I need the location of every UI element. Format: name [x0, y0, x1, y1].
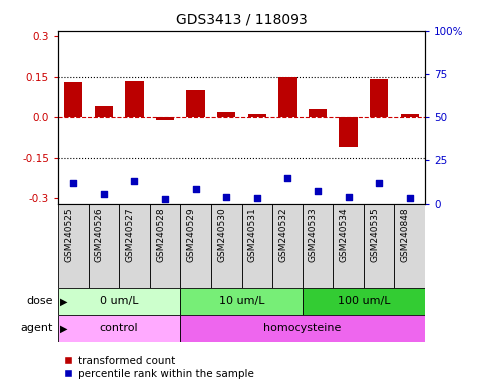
Point: [345, 194, 353, 200]
Bar: [303, 204, 333, 288]
Point: [253, 195, 261, 201]
Bar: [95, 106, 113, 117]
Bar: [303, 288, 425, 315]
Text: homocysteine: homocysteine: [264, 323, 342, 333]
Bar: [364, 204, 395, 288]
Text: GSM240532: GSM240532: [278, 208, 287, 262]
Bar: [58, 315, 180, 342]
Text: GSM240530: GSM240530: [217, 208, 226, 263]
Text: 0 um/L: 0 um/L: [100, 296, 139, 306]
Point: [375, 180, 383, 186]
Bar: [150, 204, 180, 288]
Text: dose: dose: [27, 296, 53, 306]
Point: [70, 180, 77, 186]
Text: GSM240534: GSM240534: [340, 208, 349, 262]
Point: [192, 185, 199, 192]
Point: [130, 177, 138, 184]
Text: GSM240525: GSM240525: [64, 208, 73, 262]
Bar: [88, 204, 119, 288]
Text: 10 um/L: 10 um/L: [219, 296, 264, 306]
Title: GDS3413 / 118093: GDS3413 / 118093: [176, 13, 307, 27]
Bar: [370, 78, 388, 117]
Point: [161, 196, 169, 202]
Bar: [156, 117, 174, 120]
Bar: [242, 204, 272, 288]
Bar: [333, 204, 364, 288]
Bar: [186, 90, 205, 117]
Text: control: control: [100, 323, 139, 333]
Text: 100 um/L: 100 um/L: [338, 296, 390, 306]
Legend: transformed count, percentile rank within the sample: transformed count, percentile rank withi…: [63, 356, 254, 379]
Point: [284, 175, 291, 181]
Bar: [64, 82, 83, 117]
Bar: [395, 204, 425, 288]
Bar: [217, 112, 235, 117]
Point: [314, 188, 322, 194]
Bar: [58, 288, 180, 315]
Point: [222, 194, 230, 200]
Bar: [340, 117, 358, 147]
Bar: [211, 204, 242, 288]
Text: GSM240848: GSM240848: [401, 208, 410, 262]
Text: ▶: ▶: [60, 296, 68, 306]
Bar: [180, 204, 211, 288]
Bar: [58, 204, 88, 288]
Bar: [125, 81, 143, 117]
Text: GSM240526: GSM240526: [95, 208, 104, 262]
Bar: [119, 204, 150, 288]
Text: GSM240531: GSM240531: [248, 208, 257, 263]
Point: [406, 195, 413, 201]
Point: [100, 191, 108, 197]
Text: GSM240528: GSM240528: [156, 208, 165, 262]
Bar: [248, 114, 266, 117]
Text: GSM240529: GSM240529: [186, 208, 196, 262]
Text: GSM240533: GSM240533: [309, 208, 318, 263]
Text: ▶: ▶: [60, 323, 68, 333]
Bar: [180, 315, 425, 342]
Bar: [180, 288, 303, 315]
Bar: [272, 204, 303, 288]
Bar: [278, 77, 297, 117]
Bar: [309, 109, 327, 117]
Text: GSM240527: GSM240527: [126, 208, 134, 262]
Bar: [400, 114, 419, 117]
Text: GSM240535: GSM240535: [370, 208, 379, 263]
Text: agent: agent: [21, 323, 53, 333]
